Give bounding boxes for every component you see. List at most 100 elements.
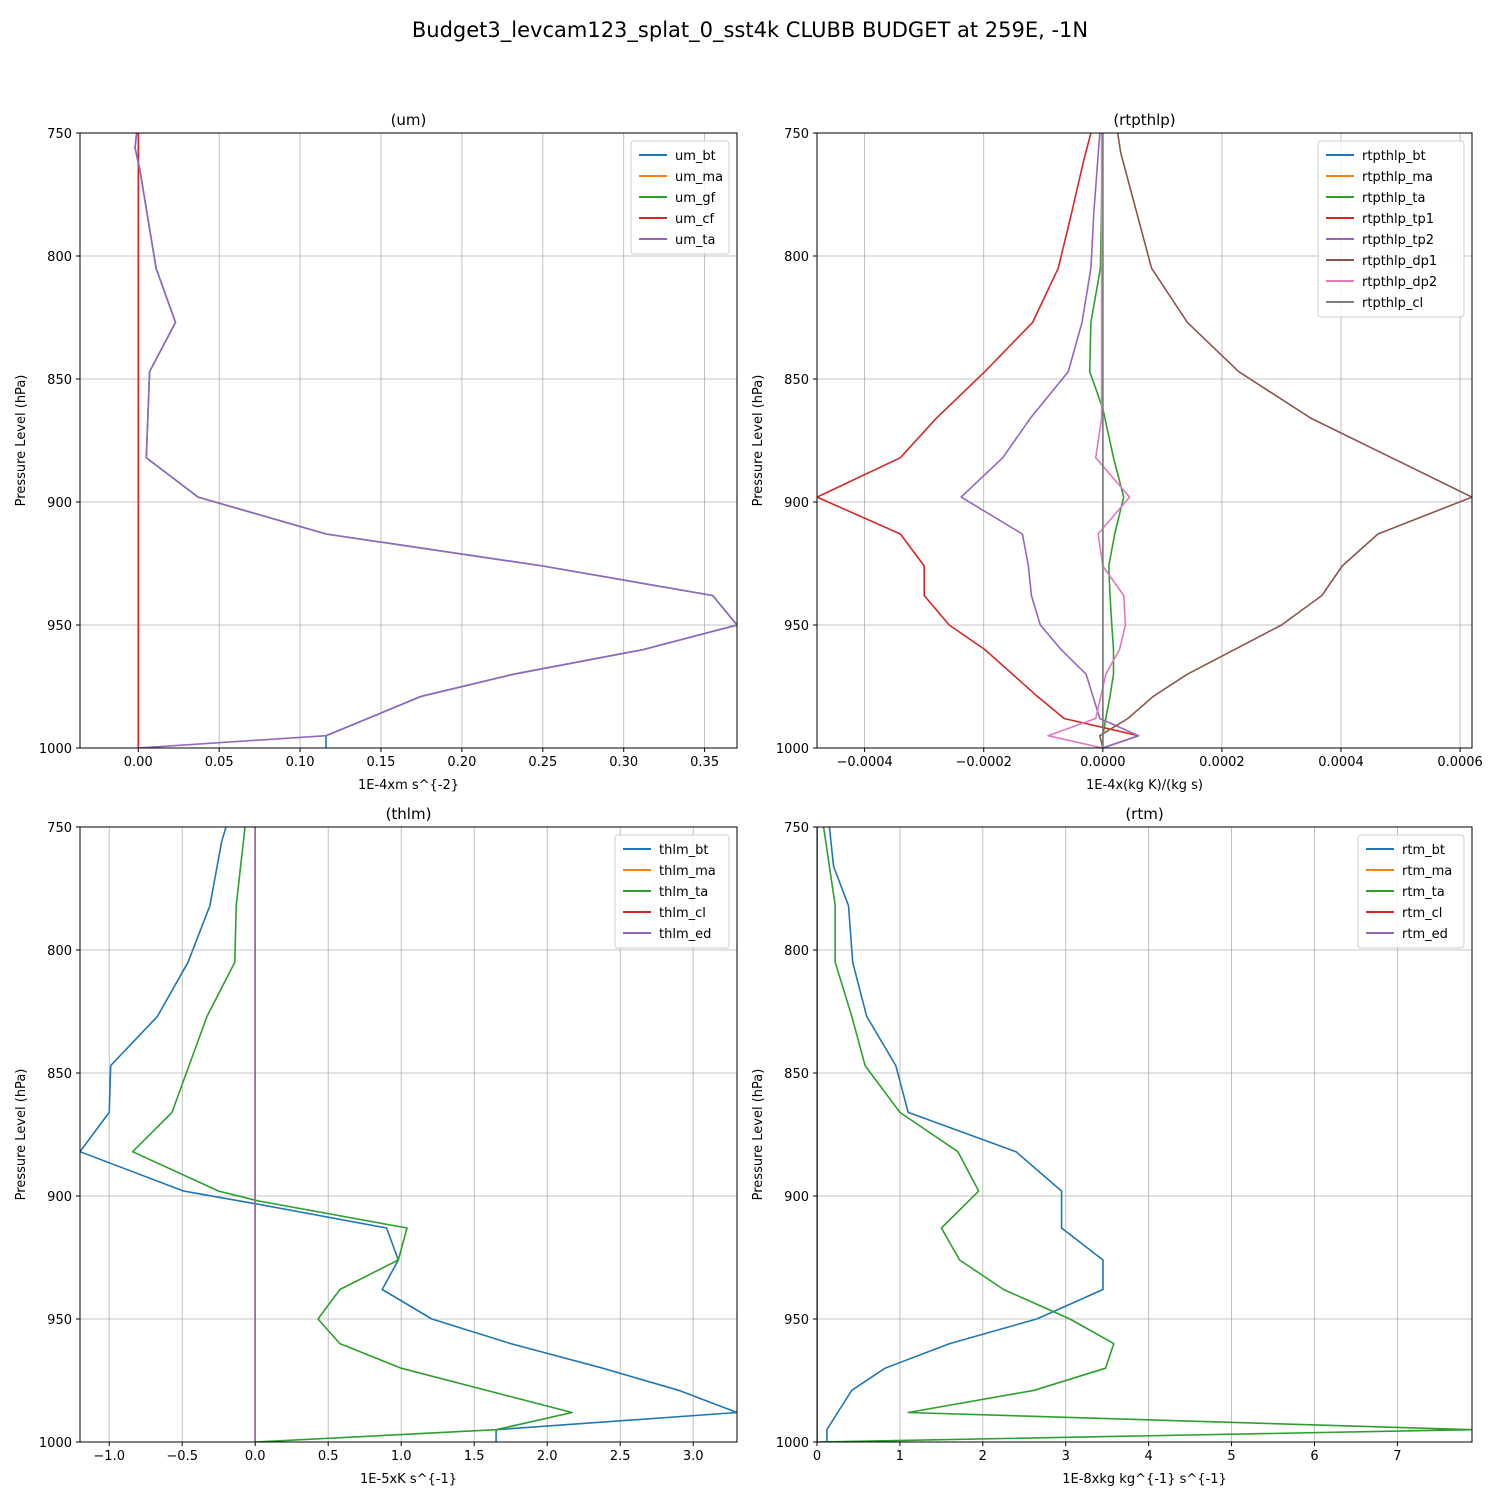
legend-label-thlm_ma: thlm_ma	[659, 864, 716, 879]
legend-label-thlm_ed: thlm_ed	[659, 927, 711, 942]
chart-panel-1: −0.0004 −0.0002 0.0000 0.0002 0.0004 0.0006 75…	[751, 111, 1483, 793]
y-axis-label: Pressure Level (hPa)	[14, 1069, 29, 1201]
y-tick-label: 950	[47, 1313, 72, 1328]
x-tick-label: −0.5	[166, 1449, 198, 1464]
x-tick-label: 0.0	[245, 1449, 266, 1464]
legend-label-rtpthlp_bt: rtpthlp_bt	[1362, 149, 1426, 164]
legend-label-um_cf: um_cf	[675, 212, 715, 227]
series-line-rtm_bt	[826, 827, 1104, 1442]
figure-title: Budget3_levcam123_splat_0_sst4k CLUBB BU…	[412, 18, 1088, 43]
legend-label-um_ma: um_ma	[675, 170, 723, 185]
legend: rtm_bt rtm_ma rtm_ta rtm_cl rtm_ed	[1357, 834, 1465, 949]
legend-label-um_bt: um_bt	[675, 149, 716, 164]
x-tick-label: 1.0	[391, 1449, 412, 1464]
axes-frame	[816, 826, 1473, 1443]
y-tick-label: 750	[47, 127, 72, 142]
axes-frame	[79, 826, 738, 1443]
y-tick-label: 800	[47, 250, 72, 265]
x-tick-label: 4	[1145, 1449, 1153, 1464]
legend-label-rtm_ed: rtm_ed	[1402, 927, 1448, 942]
chart-title: (rtm)	[1125, 805, 1163, 823]
legend-label-rtm_bt: rtm_bt	[1402, 843, 1445, 858]
y-tick-label: 950	[47, 619, 72, 634]
x-tick-label: 0	[813, 1449, 821, 1464]
x-tick-label: 0.35	[690, 755, 719, 770]
series-group	[817, 133, 1472, 748]
legend-box	[1317, 140, 1465, 318]
x-tick-label: 7	[1393, 1449, 1401, 1464]
legend: thlm_bt thlm_ma thlm_ta thlm_cl thlm_ed	[614, 834, 730, 949]
legend-label-um_gf: um_gf	[675, 191, 716, 206]
chart-panel-2: −1.0 −0.5 0.0 0.5 1.0 1.5 2.0 2.5 3.0 750 800 850 90…	[14, 805, 738, 1487]
x-tick-label: 3.0	[683, 1449, 704, 1464]
legend-label-thlm_ta: thlm_ta	[659, 885, 708, 900]
series-line-rtpthlp_tp2	[960, 133, 1140, 748]
y-tick-label: 850	[47, 373, 72, 388]
y-tick-label: 1000	[39, 742, 72, 757]
x-axis-label: 1E-5xK s^{-1}	[360, 1472, 457, 1487]
series-line-rtpthlp_ta	[1088, 133, 1125, 748]
y-tick-label: 950	[784, 619, 809, 634]
x-tick-label: 0.10	[286, 755, 315, 770]
y-tick-label: 850	[47, 1067, 72, 1082]
y-axis-label: Pressure Level (hPa)	[751, 1069, 766, 1201]
x-tick-label: −0.0002	[956, 755, 1012, 770]
x-tick-label: 0.05	[205, 755, 234, 770]
x-tick-label: 1	[896, 1449, 904, 1464]
x-tick-label: 0.25	[528, 755, 557, 770]
axes-frame	[79, 132, 738, 749]
y-axis-label: Pressure Level (hPa)	[14, 375, 29, 507]
x-tick-label: 0.0000	[1080, 755, 1126, 770]
x-axis-label: 1E-4xm s^{-2}	[358, 778, 459, 793]
x-tick-label: 0.20	[447, 755, 476, 770]
x-tick-label: 0.0006	[1437, 755, 1483, 770]
y-tick-label: 900	[784, 1190, 809, 1205]
legend: rtpthlp_bt rtpthlp_ma rtpthlp_ta rtpthlp_tp…	[1317, 140, 1465, 318]
series-line-um_ta	[134, 133, 737, 748]
x-axis-label: 1E-4x(kg K)/(kg s)	[1086, 778, 1203, 793]
legend-label-rtpthlp_ma: rtpthlp_ma	[1362, 170, 1433, 185]
legend-label-rtm_ma: rtm_ma	[1402, 864, 1452, 879]
y-axis-label: Pressure Level (hPa)	[751, 375, 766, 507]
y-tick-label: 850	[784, 373, 809, 388]
x-tick-label: 0.0004	[1318, 755, 1364, 770]
y-tick-label: 750	[47, 821, 72, 836]
y-tick-label: 750	[784, 127, 809, 142]
legend-label-thlm_bt: thlm_bt	[659, 843, 708, 858]
y-tick-label: 900	[784, 496, 809, 511]
x-tick-label: 5	[1227, 1449, 1235, 1464]
x-tick-label: 2.5	[610, 1449, 631, 1464]
legend-label-rtpthlp_cl: rtpthlp_cl	[1362, 296, 1423, 311]
legend-label-rtpthlp_tp2: rtpthlp_tp2	[1362, 233, 1434, 248]
chart-title: (thlm)	[386, 805, 432, 823]
series-line-rtm_ta	[817, 827, 1472, 1442]
y-tick-label: 1000	[776, 742, 809, 757]
series-line-thlm_bt	[80, 827, 737, 1442]
x-tick-label: 0.15	[367, 755, 396, 770]
legend-label-rtpthlp_ta: rtpthlp_ta	[1362, 191, 1425, 206]
legend-label-rtpthlp_dp2: rtpthlp_dp2	[1362, 275, 1437, 290]
y-tick-label: 800	[784, 250, 809, 265]
legend-label-um_ta: um_ta	[675, 233, 715, 248]
y-tick-label: 800	[47, 944, 72, 959]
legend-box	[614, 834, 730, 949]
legend-label-rtm_ta: rtm_ta	[1402, 885, 1445, 900]
x-tick-label: 2.0	[537, 1449, 558, 1464]
x-tick-label: −0.0004	[836, 755, 892, 770]
x-tick-label: 0.0002	[1199, 755, 1245, 770]
chart-panel-0: 0.00 0.05 0.10 0.15 0.20 0.25 0.30 0.35 750 800 85…	[14, 111, 738, 793]
series-line-rtpthlp_dp2	[1047, 133, 1131, 748]
legend-label-rtm_cl: rtm_cl	[1402, 906, 1442, 921]
y-tick-label: 1000	[776, 1436, 809, 1451]
y-tick-label: 950	[784, 1313, 809, 1328]
legend-label-rtpthlp_dp1: rtpthlp_dp1	[1362, 254, 1437, 269]
x-tick-label: 1.5	[464, 1449, 485, 1464]
chart-title: (rtpthlp)	[1113, 111, 1175, 129]
legend: um_bt um_ma um_gf um_cf um_ta	[630, 140, 730, 255]
x-tick-label: 0.30	[609, 755, 638, 770]
axes-frame	[816, 132, 1473, 749]
x-tick-label: 3	[1062, 1449, 1070, 1464]
legend-box	[1357, 834, 1465, 949]
